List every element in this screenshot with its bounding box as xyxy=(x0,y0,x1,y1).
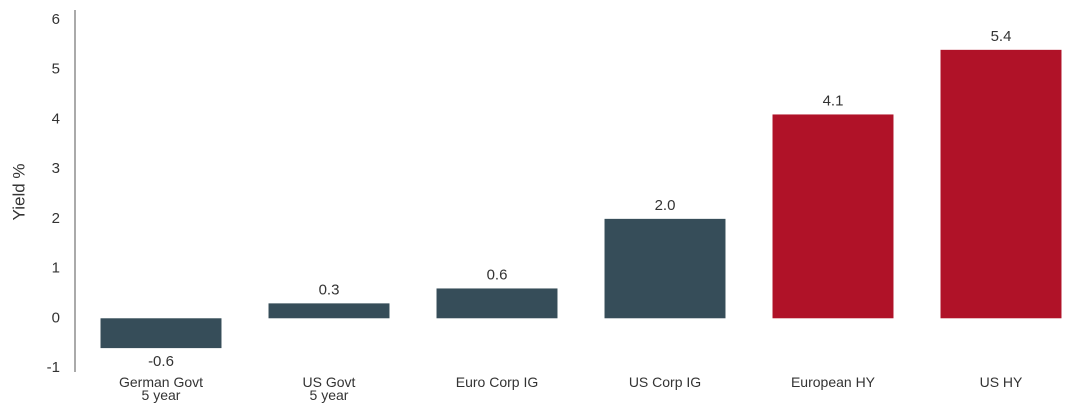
x-tick-label: US Corp IG xyxy=(629,374,701,390)
y-tick-label: -1 xyxy=(47,359,60,376)
y-tick-label: 5 xyxy=(52,61,60,78)
data-label: 2.0 xyxy=(655,197,676,214)
bar xyxy=(940,49,1062,319)
x-tick-label: German Govt 5 year xyxy=(119,374,203,403)
y-tick-label: 3 xyxy=(52,160,60,177)
data-label: -0.6 xyxy=(148,353,174,370)
x-tick-label: European HY xyxy=(791,374,876,390)
y-tick-label: 2 xyxy=(52,210,60,227)
y-tick-label: 0 xyxy=(52,309,60,326)
bar xyxy=(772,114,894,319)
y-tick-label: 4 xyxy=(52,110,60,127)
bar xyxy=(100,318,222,349)
y-tick-label: 6 xyxy=(52,11,60,28)
y-axis-label: Yield % xyxy=(9,163,28,220)
bar xyxy=(436,288,558,319)
y-tick-label: 1 xyxy=(52,260,60,277)
data-label: 5.4 xyxy=(991,28,1012,45)
x-tick-label: US HY xyxy=(980,374,1023,390)
bar xyxy=(604,218,726,319)
x-tick-label: US Govt 5 year xyxy=(303,374,356,403)
data-label: 4.1 xyxy=(823,92,844,109)
bar xyxy=(268,303,390,319)
data-label: 0.6 xyxy=(487,266,508,283)
x-tick-label: Euro Corp IG xyxy=(456,374,538,390)
data-label: 0.3 xyxy=(319,281,340,298)
